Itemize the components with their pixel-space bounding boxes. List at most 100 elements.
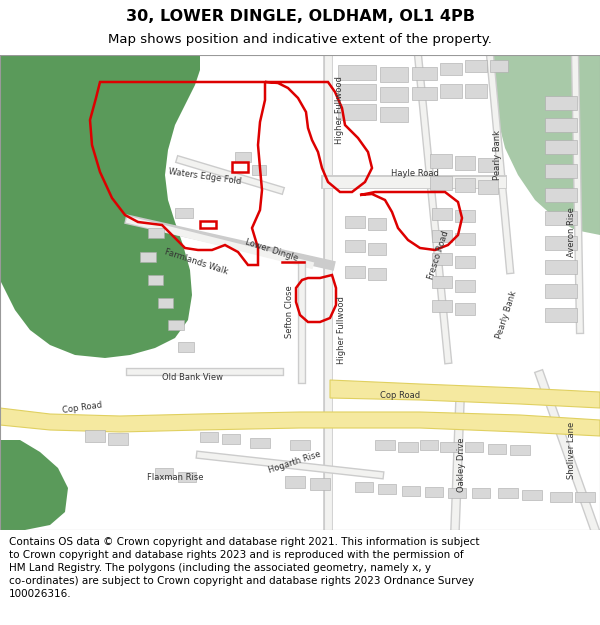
Bar (432, 300, 452, 312)
Bar (430, 154, 452, 168)
Bar (368, 218, 386, 230)
Polygon shape (0, 408, 600, 436)
Bar (412, 67, 437, 80)
Bar (345, 240, 365, 252)
Text: Waters Edge Fold: Waters Edge Fold (168, 168, 242, 186)
Bar (550, 492, 572, 502)
Bar (175, 208, 193, 218)
Bar (398, 442, 418, 452)
Bar (355, 482, 373, 492)
Bar (402, 486, 420, 496)
Bar (148, 228, 164, 238)
Bar (310, 478, 330, 490)
Bar (545, 164, 577, 178)
Text: Cop Road: Cop Road (380, 391, 420, 401)
Polygon shape (0, 440, 68, 530)
Bar (510, 445, 530, 455)
Bar (478, 158, 498, 172)
Bar (85, 430, 105, 442)
Bar (455, 210, 475, 222)
Bar (545, 284, 577, 298)
Bar (448, 488, 466, 498)
Bar (545, 96, 577, 110)
Bar (432, 208, 452, 220)
Bar (368, 243, 386, 255)
Bar (345, 216, 365, 228)
Text: Flaxman Rise: Flaxman Rise (147, 474, 203, 482)
Bar (380, 87, 408, 102)
Bar (148, 275, 163, 285)
Text: Sefton Close: Sefton Close (286, 286, 295, 338)
Bar (368, 268, 386, 280)
Polygon shape (200, 55, 240, 330)
Bar (545, 260, 577, 274)
Bar (178, 342, 194, 352)
Bar (108, 433, 128, 445)
Bar (338, 65, 376, 80)
Bar (455, 256, 475, 268)
Bar (290, 440, 310, 450)
Text: Cop Road: Cop Road (62, 401, 103, 415)
Bar (222, 434, 240, 444)
Text: Higher Fullwood: Higher Fullwood (337, 296, 347, 364)
Bar (472, 488, 490, 498)
Bar (440, 442, 458, 452)
Bar (545, 211, 577, 225)
Bar (455, 233, 475, 245)
Bar (168, 320, 184, 330)
Bar (545, 118, 577, 132)
Bar (440, 84, 462, 98)
Bar (285, 476, 305, 488)
Text: Hayle Road: Hayle Road (391, 169, 439, 179)
Bar (425, 487, 443, 497)
Text: Sholiver Lane: Sholiver Lane (568, 421, 577, 479)
Text: Pearly Bank: Pearly Bank (493, 130, 503, 180)
Bar (235, 152, 251, 162)
Bar (490, 60, 508, 72)
Bar (378, 484, 396, 494)
Text: Pearly Bank: Pearly Bank (494, 290, 518, 340)
Text: Higher Fullwood: Higher Fullwood (335, 76, 344, 144)
Bar (380, 67, 408, 82)
Bar (430, 176, 452, 190)
Bar (380, 107, 408, 122)
Text: Lower Dingle: Lower Dingle (244, 238, 299, 262)
Bar (200, 432, 218, 442)
Bar (250, 438, 270, 448)
Bar (338, 104, 376, 120)
Bar (498, 488, 518, 498)
Bar (345, 266, 365, 278)
Bar (545, 140, 577, 154)
Bar (432, 230, 452, 242)
Bar (375, 440, 395, 450)
Bar (478, 180, 498, 194)
Bar (522, 490, 542, 500)
Bar (465, 60, 487, 72)
Bar (158, 298, 173, 308)
Text: Averon Rise: Averon Rise (568, 207, 577, 257)
Text: Map shows position and indicative extent of the property.: Map shows position and indicative extent… (108, 33, 492, 46)
Text: Farmlands Walk: Farmlands Walk (163, 248, 229, 276)
Polygon shape (0, 55, 200, 358)
Bar (432, 276, 452, 288)
Text: Oakley Drive: Oakley Drive (458, 438, 467, 493)
Bar (338, 84, 376, 100)
Text: 30, LOWER DINGLE, OLDHAM, OL1 4PB: 30, LOWER DINGLE, OLDHAM, OL1 4PB (125, 9, 475, 24)
Polygon shape (330, 380, 600, 408)
Bar (455, 303, 475, 315)
Bar (155, 468, 173, 478)
Bar (432, 253, 452, 265)
Text: Old Bank View: Old Bank View (161, 374, 223, 382)
Bar (252, 165, 266, 175)
Bar (420, 440, 438, 450)
Bar (465, 84, 487, 98)
Bar (455, 280, 475, 292)
Bar (412, 87, 437, 100)
Bar (455, 178, 475, 192)
Bar (545, 236, 577, 250)
Bar (545, 188, 577, 202)
Bar (178, 472, 196, 482)
Text: Contains OS data © Crown copyright and database right 2021. This information is : Contains OS data © Crown copyright and d… (9, 537, 479, 599)
Bar (440, 63, 462, 75)
Polygon shape (490, 55, 600, 235)
